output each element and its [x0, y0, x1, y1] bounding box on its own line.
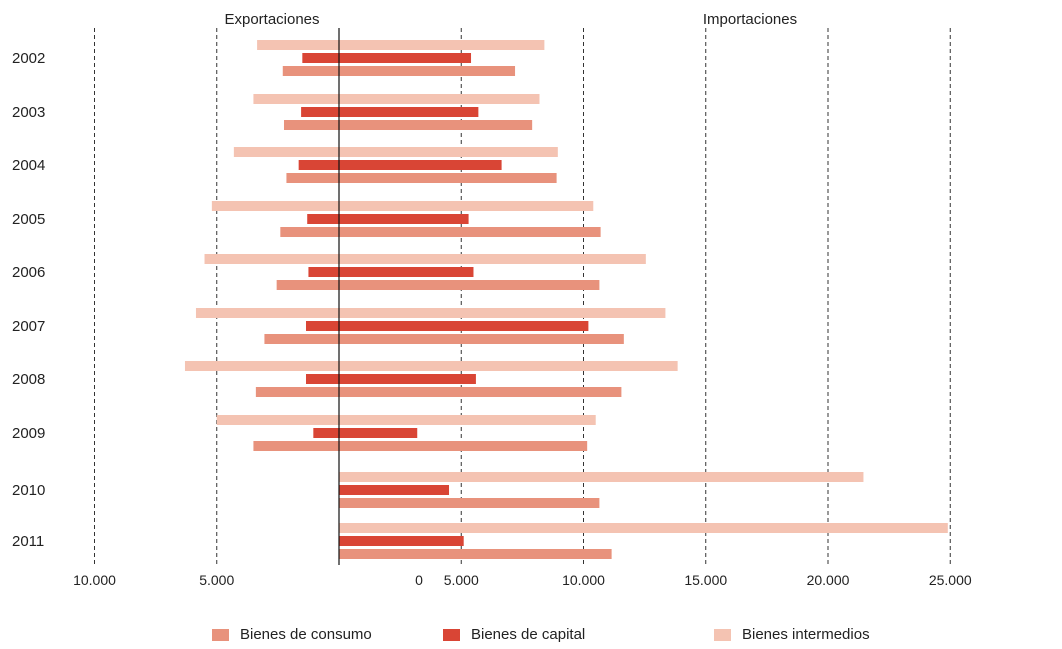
bar-export: [305, 374, 339, 384]
year-label: 2004: [12, 157, 45, 174]
x-tick-label: 25.000: [929, 572, 972, 588]
bar-export: [255, 387, 339, 397]
x-tick-label: 0: [415, 572, 423, 588]
bar-import: [339, 374, 476, 384]
bar-export: [233, 147, 339, 157]
bar-export: [308, 267, 339, 277]
bar-import: [339, 472, 864, 482]
bar-import: [339, 40, 545, 50]
grid-lines: [94, 28, 951, 565]
bar-import: [339, 485, 450, 495]
bar-import: [339, 160, 502, 170]
bar-import: [339, 334, 624, 344]
legend: Bienes de consumo Bienes de capital Bienes…: [0, 626, 1062, 648]
bar-import: [339, 147, 558, 157]
bar-export: [286, 173, 339, 183]
labels: 2002 2003 2004 2005 2006 2007 2008 2009 2010 2011…: [12, 11, 972, 588]
bar-export: [298, 160, 339, 170]
year-label: 2010: [12, 482, 45, 499]
bar-export: [283, 120, 339, 130]
bar-import: [339, 280, 600, 290]
bar-import: [339, 498, 600, 508]
bar-import: [339, 428, 418, 438]
year-label: 2009: [12, 425, 45, 442]
bar-export: [313, 428, 339, 438]
bar-import: [339, 53, 472, 63]
legend-label: Bienes de consumo: [240, 626, 372, 643]
bars: [184, 40, 948, 559]
x-tick-label: 5.000: [444, 572, 479, 588]
chart-svg: 2002 2003 2004 2005 2006 2007 2008 2009 2010 2011…: [12, 11, 972, 588]
bar-export: [276, 280, 339, 290]
year-label: 2002: [12, 50, 45, 67]
bar-import: [339, 308, 666, 318]
bar-import: [339, 214, 469, 224]
year-label: 2003: [12, 104, 45, 121]
bar-export: [253, 94, 339, 104]
bar-import: [339, 173, 557, 183]
bar-export: [264, 334, 339, 344]
legend-item: Bienes de capital: [443, 626, 585, 643]
year-label: 2011: [12, 533, 44, 550]
year-label: 2007: [12, 318, 45, 335]
bar-import: [339, 201, 594, 211]
bar-import: [339, 387, 622, 397]
bar-import: [339, 120, 533, 130]
year-label: 2006: [12, 264, 45, 281]
bar-import: [339, 361, 678, 371]
bar-export: [305, 321, 339, 331]
year-label: 2008: [12, 371, 45, 388]
bar-export: [211, 201, 339, 211]
legend-swatch: [443, 628, 460, 641]
imports-header: Importaciones: [703, 11, 797, 28]
legend-label: Bienes intermedios: [742, 626, 870, 643]
bar-import: [339, 523, 948, 533]
bar-export: [257, 40, 339, 50]
x-tick-label: 10.000: [562, 572, 605, 588]
x-tick-label: 10.000: [73, 572, 116, 588]
legend-swatch: [212, 628, 229, 641]
bar-export: [253, 441, 339, 451]
bar-export: [184, 361, 339, 371]
bar-import: [339, 536, 464, 546]
bar-export: [280, 227, 339, 237]
bar-import: [339, 227, 601, 237]
bar-export: [301, 107, 339, 117]
legend-label: Bienes de capital: [471, 626, 586, 643]
year-label: 2005: [12, 211, 45, 228]
bar-export: [216, 415, 339, 425]
legend-item: Bienes intermedios: [714, 626, 870, 643]
bar-import: [339, 415, 596, 425]
bar-export: [195, 308, 339, 318]
bar-export: [307, 214, 339, 224]
bar-import: [339, 107, 479, 117]
x-tick-label: 5.000: [199, 572, 234, 588]
bar-import: [339, 94, 540, 104]
bar-export: [302, 53, 339, 63]
bar-import: [339, 321, 589, 331]
bar-import: [339, 254, 646, 264]
x-tick-label: 15.000: [684, 572, 727, 588]
legend-swatch: [714, 628, 731, 641]
bar-import: [339, 441, 588, 451]
bar-import: [339, 66, 516, 76]
legend-item: Bienes de consumo: [212, 626, 372, 643]
bar-import: [339, 549, 612, 559]
bar-export: [204, 254, 339, 264]
bar-import: [339, 267, 474, 277]
exports-header: Exportaciones: [224, 11, 319, 28]
x-tick-label: 20.000: [807, 572, 850, 588]
bar-export: [282, 66, 339, 76]
